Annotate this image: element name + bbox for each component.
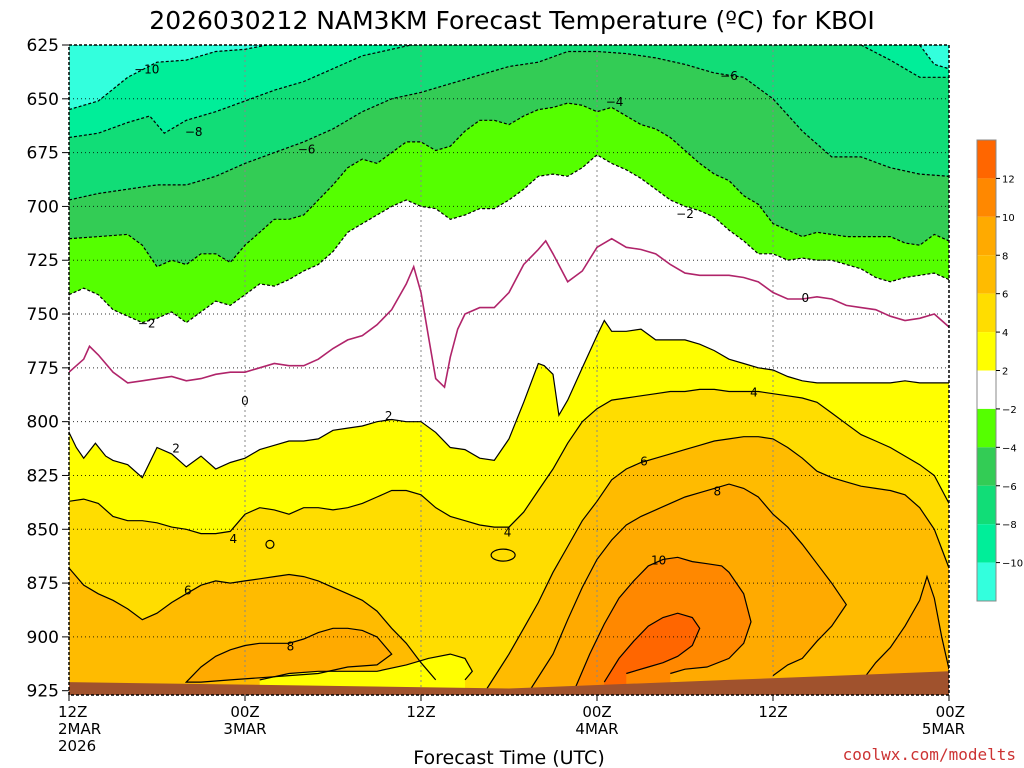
isotherm-4-small-loop [265,539,275,549]
contour-label: −4 [606,95,624,109]
fill-band-8-10-left [186,628,392,683]
y-tick-label: 800 [27,413,59,433]
contour-label: −6 [298,142,316,156]
y-tick-label: 700 [27,197,59,217]
y-tick-label: 775 [27,359,59,379]
isotherm-2-ground [259,653,474,681]
colorbar-tick-label: 2 [1002,367,1008,378]
contour-label: 6 [184,584,192,598]
colorbar-tick-label: −6 [1002,482,1017,493]
y-tick-label: 900 [27,628,59,648]
colorbar-tick-label: 4 [1002,328,1008,339]
contour-label: −2 [676,207,694,221]
colorbar-swatch [977,178,996,217]
x-tick-label: 12Z [406,703,435,721]
contour-label: 4 [750,386,758,400]
x-tick-label: 3MAR [223,720,266,738]
x-tick-label: 12Z [758,703,787,721]
contour-label: −6 [720,69,738,83]
colorbar-swatch [977,562,996,601]
isotherm-4 [69,388,949,535]
colorbar-tick-label: −8 [1002,520,1017,531]
y-tick-label: 650 [27,90,59,110]
colorbar-swatch [977,408,996,448]
chart-title: 2026030212 NAM3KM Forecast Temperature (… [149,6,874,35]
isotherm-8-left [184,627,393,683]
credit-text: coolwx.com/modelts [843,745,1016,764]
contour-label: 4 [504,525,512,539]
isotherm-m2 [69,154,949,324]
contour-label: 8 [713,485,721,499]
y-tick-label: 875 [27,574,59,594]
colorbar-tick-label: 12 [1002,174,1015,185]
y-tick-label: 675 [27,144,59,164]
contour-label: 10 [651,553,666,567]
isotherm-m10 [69,45,268,111]
terrain-ground [69,671,949,695]
colorbar-swatch [977,485,996,525]
y-tick-label: 825 [27,466,59,486]
colorbar-tick-label: −2 [1002,405,1017,416]
isotherm-10 [574,556,752,689]
y-tick-label: 850 [27,520,59,540]
fill-band-gt-12 [604,613,700,695]
fill-band-2-4-ground [259,654,473,695]
colorbar-swatch [977,293,996,333]
contour-label: 8 [287,639,295,653]
x-axis-label: Forecast Time (UTC) [413,747,604,768]
contour-label: 2 [385,409,393,423]
isotherm-8-right [860,574,949,683]
x-tick-label: 5MAR [922,720,965,738]
isotherm-m8 [69,45,414,139]
x-tick-label: 4MAR [575,720,618,738]
colorbar-swatch [977,370,996,409]
colorbar-swatch [977,332,996,371]
fill-band-8-10-right [861,576,949,695]
colorbar-tick-label: 10 [1002,213,1015,224]
x-tick-label: 00Z [582,703,611,721]
colorbar-swatch [977,140,996,179]
y-tick-label: 925 [27,682,59,702]
x-tick-label: 00Z [936,703,965,721]
y-tick-label: 750 [27,305,59,325]
isotherm-2 [69,319,949,479]
isotherm-6 [69,567,437,681]
colorbar-swatch [977,524,996,563]
isotherm-m8-right [860,45,949,78]
x-tick-label: 00Z [230,703,259,721]
isotherm-4-loop-mid [490,548,516,562]
colorbar-swatch [977,255,996,294]
plot-frame [68,44,950,696]
contour-label: −10 [134,63,159,77]
colorbar-tick-label: 8 [1002,251,1008,262]
x-tick-label: 2026 [58,737,96,755]
isotherm-8-mid [530,483,848,689]
contour-label: 2 [172,441,180,455]
isotherm-12 [603,612,701,683]
contour-label: −8 [185,125,203,139]
contour-label: 4 [229,532,237,546]
colorbar-tick-label: −4 [1002,443,1017,454]
colorbar: 12 10 8 6 4 2 −2 −4 −6 −8 −10 [976,139,1023,602]
contour-label: −2 [138,317,156,331]
isotherm-6-right [486,436,949,689]
colorbar-swatch [977,216,996,256]
y-tick-label: 725 [27,251,59,271]
x-tick-label: 12Z [58,703,87,721]
x-tick-label: 2MAR [58,720,101,738]
y-tick-label: 625 [27,36,59,56]
contour-label: 0 [801,291,809,305]
colorbar-tick-label: −10 [1002,559,1023,570]
colorbar-tick-label: 6 [1002,290,1008,301]
isotherm-m4 [69,102,949,268]
isotherm-0 [69,237,949,389]
contour-label: 0 [241,394,249,408]
contour-label: 6 [640,454,648,468]
colorbar-swatch [977,447,996,486]
